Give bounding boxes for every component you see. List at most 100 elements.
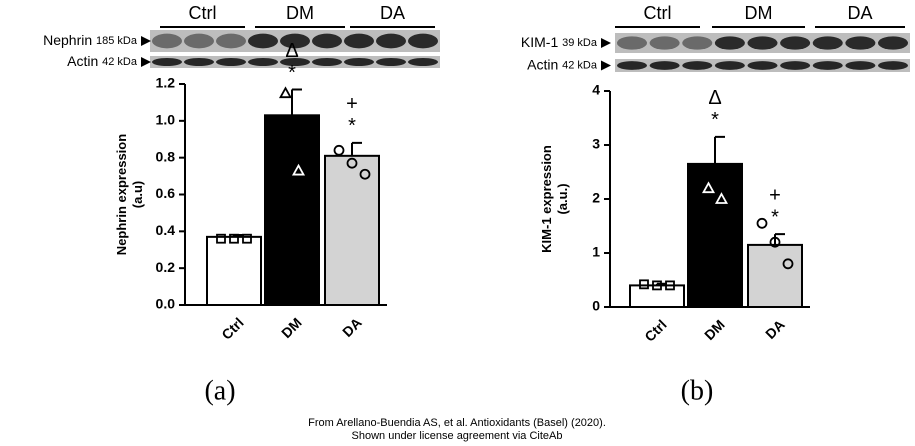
blot-band [408,33,438,49]
blot-name: Actin [527,56,558,72]
blot-row-label: Actin 42 kDa [527,56,598,72]
blot-row-label: Nephrin 185 kDa [43,32,138,48]
source-line: From Arellano-Buendia AS, et al. Antioxi… [308,417,606,429]
blot-band [280,33,310,49]
significance: Δ [708,87,721,109]
group-label: DA [847,3,872,23]
error-bar [351,141,362,156]
blot-band [747,61,778,70]
y-label-line: KIM-1 expression [539,145,554,253]
point [346,157,358,169]
blot-band [747,36,778,50]
y-axis-label: KIM-1 expression(a.u.) [539,145,570,253]
point [291,163,306,176]
x-tick-label: Ctrl [641,316,669,344]
bar [324,154,380,306]
blot-band [376,58,406,66]
significance: + [346,93,358,115]
y-label-line: Nephrin expression [114,134,129,255]
blot-band [344,58,374,66]
blot-band [248,33,278,49]
blot-band [714,36,745,50]
blot-band [714,61,745,70]
point [229,233,239,244]
blot-band [376,33,406,49]
y-tick-label: 1.0 [156,112,176,128]
blot-band [280,58,310,66]
y-axis-label: Nephrin expression(a.u) [114,134,145,255]
blot-band [780,36,811,50]
group-label: DA [380,3,405,23]
y-tick-label: 3 [592,136,600,152]
point [359,168,371,180]
error-bar [774,233,785,245]
blot-band [248,58,278,66]
blot-arrow [141,57,151,67]
y-tick-label: 0.8 [156,148,176,164]
point [278,86,293,99]
point [639,279,649,290]
y-tick-label: 0.0 [156,296,176,312]
blot-row-label: KIM-1 39 kDa [521,34,598,50]
x-tick-label: DM [278,314,305,341]
blot-band [216,33,246,49]
blot-arrow [141,36,151,46]
blot-arrow [601,60,611,71]
blot-size: 39 kDa [562,37,598,49]
blot-band [184,58,214,66]
significance: * [711,109,719,131]
point [665,280,675,291]
panel-label: (b) [681,375,714,406]
point [242,233,252,244]
point [769,236,781,248]
group-label: Ctrl [644,3,672,23]
blot-name: Nephrin [43,32,92,48]
blot-band [216,58,246,66]
y-tick-label: 1.2 [156,75,176,91]
blot-band [152,58,182,66]
blot-band [649,36,680,50]
group-label: Ctrl [189,3,217,23]
significance: * [771,206,779,228]
group-label: DM [745,3,773,23]
blot-size: 42 kDa [102,56,138,68]
y-tick-label: 2 [592,190,600,206]
x-tick-label: DA [762,316,788,342]
error-bar [714,135,725,164]
panel-label: (a) [204,375,235,406]
y-tick-label: 1 [592,244,600,260]
bar [687,162,743,308]
y-tick-label: 0 [592,298,600,314]
point [782,258,794,270]
y-tick-label: 0.6 [156,185,176,201]
blot-band [408,58,438,66]
y-label-line: (a.u.) [555,183,570,214]
y-tick-label: 4 [592,82,600,98]
point [701,181,716,194]
blot-band [812,36,843,50]
x-tick-label: Ctrl [218,314,246,342]
blot-band [878,36,908,50]
point [652,280,662,291]
blot-band [617,36,647,50]
blot-band [649,61,680,70]
blot-band [682,36,713,50]
x-tick-label: DA [339,314,365,340]
blot-band [845,36,876,50]
x-tick-label: DM [701,316,728,343]
blot-band [344,33,374,49]
bar [747,243,803,308]
y-tick-label: 0.2 [156,259,176,275]
blot-row-label: Actin 42 kDa [67,53,138,69]
point [756,217,768,229]
significance: * [348,115,356,137]
bar [206,235,262,307]
blot-band [184,33,214,49]
significance: * [288,62,296,84]
blot-band [312,33,342,49]
blot-band [617,61,647,70]
y-label-line: (a.u) [130,181,145,208]
significance: Δ [285,40,298,62]
blot-name: KIM-1 [521,34,559,50]
